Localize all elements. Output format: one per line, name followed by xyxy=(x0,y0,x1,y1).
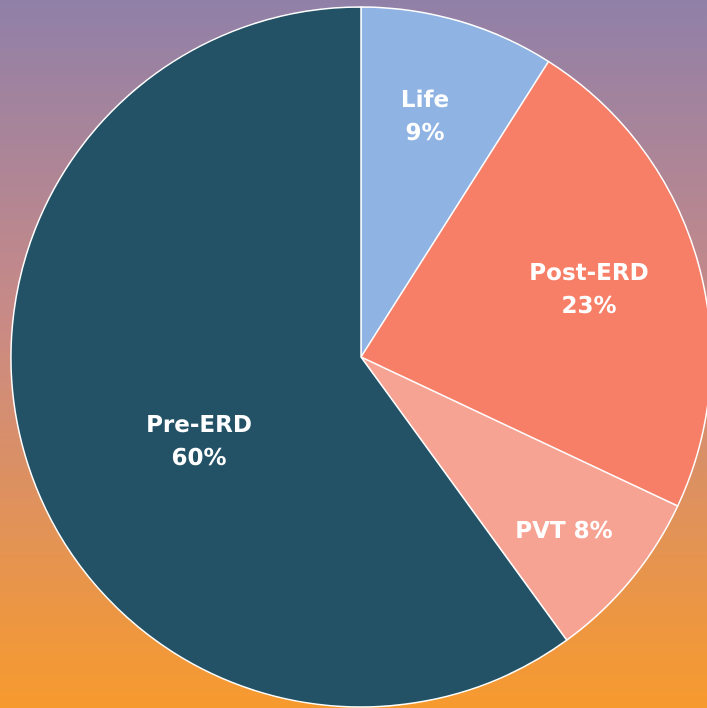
value-label: 23% xyxy=(561,293,616,319)
pie-slice xyxy=(360,6,550,360)
slice-label: Life 9% xyxy=(401,87,449,146)
value-label: 8% xyxy=(574,518,613,544)
category-label: Pre-ERD xyxy=(146,412,252,438)
category-label: PVT xyxy=(515,518,566,544)
value-label: 9% xyxy=(405,120,444,146)
slice-label: Pre-ERD 60% xyxy=(146,412,252,471)
category-label: Post-ERD xyxy=(529,260,648,286)
category-label: Life xyxy=(401,87,449,113)
pie-slice xyxy=(10,6,568,708)
slice-label: PVT 8% xyxy=(515,518,612,544)
pie-slice xyxy=(359,60,707,508)
value-label: 60% xyxy=(171,445,226,471)
pie-slice xyxy=(360,356,679,642)
slice-label: Post-ERD 23% xyxy=(529,260,648,319)
